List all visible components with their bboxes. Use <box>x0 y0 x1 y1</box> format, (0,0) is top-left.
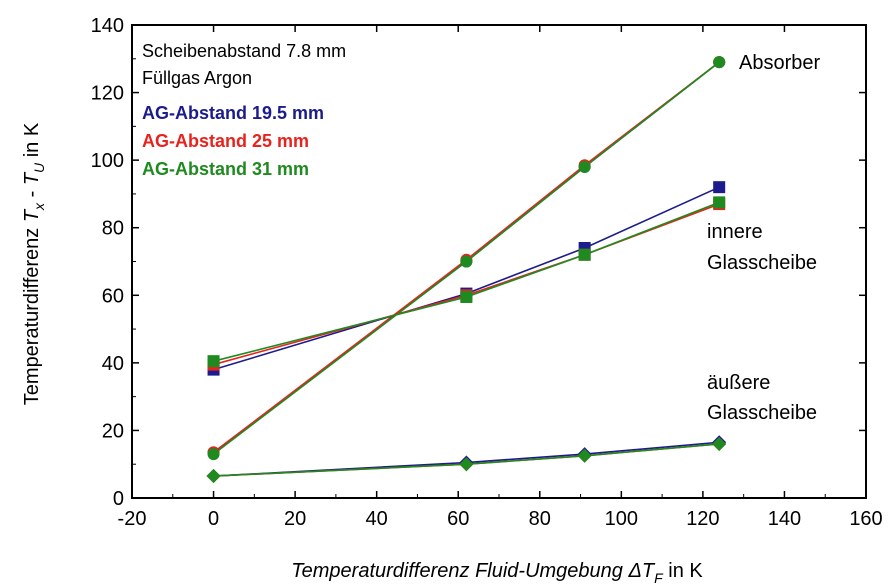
x-tick-label: 40 <box>366 508 388 530</box>
series-line <box>213 61 720 455</box>
y-axis-title: Temperaturdifferenz Tx - TU in K <box>21 122 47 405</box>
y-axis-title-prefix: Temperaturdifferenz <box>21 222 43 405</box>
y-axis-title-sym1: T <box>21 208 43 222</box>
data-point-square <box>460 290 473 303</box>
series-line <box>213 443 720 477</box>
data-point-diamond <box>577 448 592 463</box>
x-tick-label: 0 <box>208 508 219 530</box>
curve-label-inner-1: innere <box>707 221 763 243</box>
data-marks <box>206 56 727 484</box>
x-axis-title-symbol: ΔT <box>627 560 655 582</box>
y-tick-label: 0 <box>113 488 124 510</box>
legend-entry-31mm: AG-Abstand 31 mm <box>142 159 309 179</box>
data-point-square <box>713 196 726 209</box>
series-line <box>213 201 720 362</box>
legend-entry-25mm: AG-Abstand 25 mm <box>142 131 309 151</box>
y-tick-label: 100 <box>91 150 124 172</box>
data-point-circle <box>207 448 220 461</box>
x-tick-label: 100 <box>605 508 638 530</box>
curve-label-outer-1: äußere <box>707 372 770 394</box>
y-axis-title-sub1: x <box>31 202 47 211</box>
data-point-circle <box>713 56 726 69</box>
annotation-gas: Füllgas Argon <box>142 68 252 88</box>
data-point-diamond <box>712 436 727 451</box>
data-point-square <box>578 248 591 261</box>
y-axis-title-suffix: in K <box>21 122 43 163</box>
curve-label-outer-2: Glasscheibe <box>707 402 817 424</box>
x-tick-label: 120 <box>686 508 719 530</box>
x-axis-title-sub: F <box>654 570 664 585</box>
data-point-square <box>713 181 726 194</box>
y-tick-label: 140 <box>91 15 124 37</box>
data-point-circle <box>578 160 591 173</box>
series-line <box>213 186 720 371</box>
data-point-square <box>207 355 220 368</box>
x-tick-label: -20 <box>118 508 147 530</box>
x-axis-title-prefix: Temperaturdifferenz Fluid-Umgebung <box>291 560 628 582</box>
y-tick-label: 60 <box>102 285 124 307</box>
x-tick-label: 60 <box>447 508 469 530</box>
y-tick-label: 40 <box>102 353 124 375</box>
curve-label-inner-2: Glasscheibe <box>707 252 817 274</box>
y-tick-label: 80 <box>102 218 124 240</box>
y-axis-title-mid: - <box>21 185 43 203</box>
y-axis-title-sub2: U <box>31 162 47 173</box>
legend-entry-19-5mm: AG-Abstand 19.5 mm <box>142 103 324 123</box>
x-tick-label: 80 <box>529 508 551 530</box>
data-point-circle <box>460 255 473 268</box>
x-axis-title: Temperaturdifferenz Fluid-Umgebung ΔTF i… <box>291 560 703 585</box>
data-point-diamond <box>459 457 474 472</box>
curve-label-absorber: Absorber <box>739 52 820 74</box>
axes: -20 0 20 40 60 80 100 120 140 1600204060801001201… <box>91 15 883 530</box>
x-tick-label: 160 <box>849 508 882 530</box>
x-tick-label: 20 <box>284 508 306 530</box>
y-tick-label: 120 <box>91 83 124 105</box>
x-tick-label: 140 <box>768 508 801 530</box>
x-axis-title-suffix: in K <box>663 560 704 582</box>
y-tick-label: 20 <box>102 420 124 442</box>
series-line <box>213 203 720 366</box>
series-line <box>213 441 720 477</box>
data-point-diamond <box>206 469 221 484</box>
y-axis-title-sym2: T <box>21 171 43 185</box>
annotation-spacing: Scheibenabstand 7.8 mm <box>142 41 346 61</box>
